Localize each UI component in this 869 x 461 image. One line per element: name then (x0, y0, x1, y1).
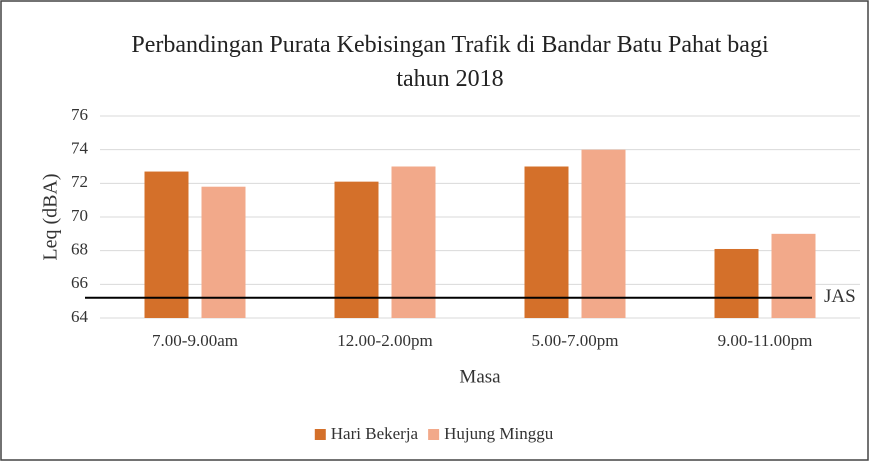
y-axis-label: Leq (dBA) (40, 173, 62, 260)
y-tick-label: 74 (71, 139, 89, 158)
bar (144, 171, 189, 318)
x-tick-label: 9.00-11.00pm (718, 331, 813, 350)
chart-title: Perbandingan Purata Kebisingan Trafik di… (131, 32, 769, 92)
reference-label: JAS (824, 286, 856, 307)
bar (334, 181, 379, 318)
y-tick-label: 76 (71, 105, 88, 124)
legend-label: Hari Bekerja (331, 424, 419, 443)
y-tick-label: 68 (71, 240, 88, 259)
y-tick-label: 66 (71, 273, 88, 292)
bar (391, 166, 436, 318)
legend-swatch (314, 429, 326, 440)
bar (201, 186, 246, 318)
legend-label: Hujung Minggu (444, 424, 554, 443)
x-tick-label: 7.00-9.00am (152, 331, 238, 350)
y-tick-label: 70 (71, 206, 88, 225)
y-tick-label: 72 (71, 172, 88, 191)
x-tick-label: 12.00-2.00pm (337, 331, 432, 350)
x-axis-label: Masa (459, 366, 501, 387)
bar (771, 233, 816, 318)
legend-swatch (428, 429, 440, 440)
bar (714, 248, 759, 318)
bar (581, 149, 626, 318)
x-tick-label: 5.00-7.00pm (532, 331, 619, 350)
y-tick-label: 64 (71, 307, 89, 326)
bar (524, 166, 569, 318)
